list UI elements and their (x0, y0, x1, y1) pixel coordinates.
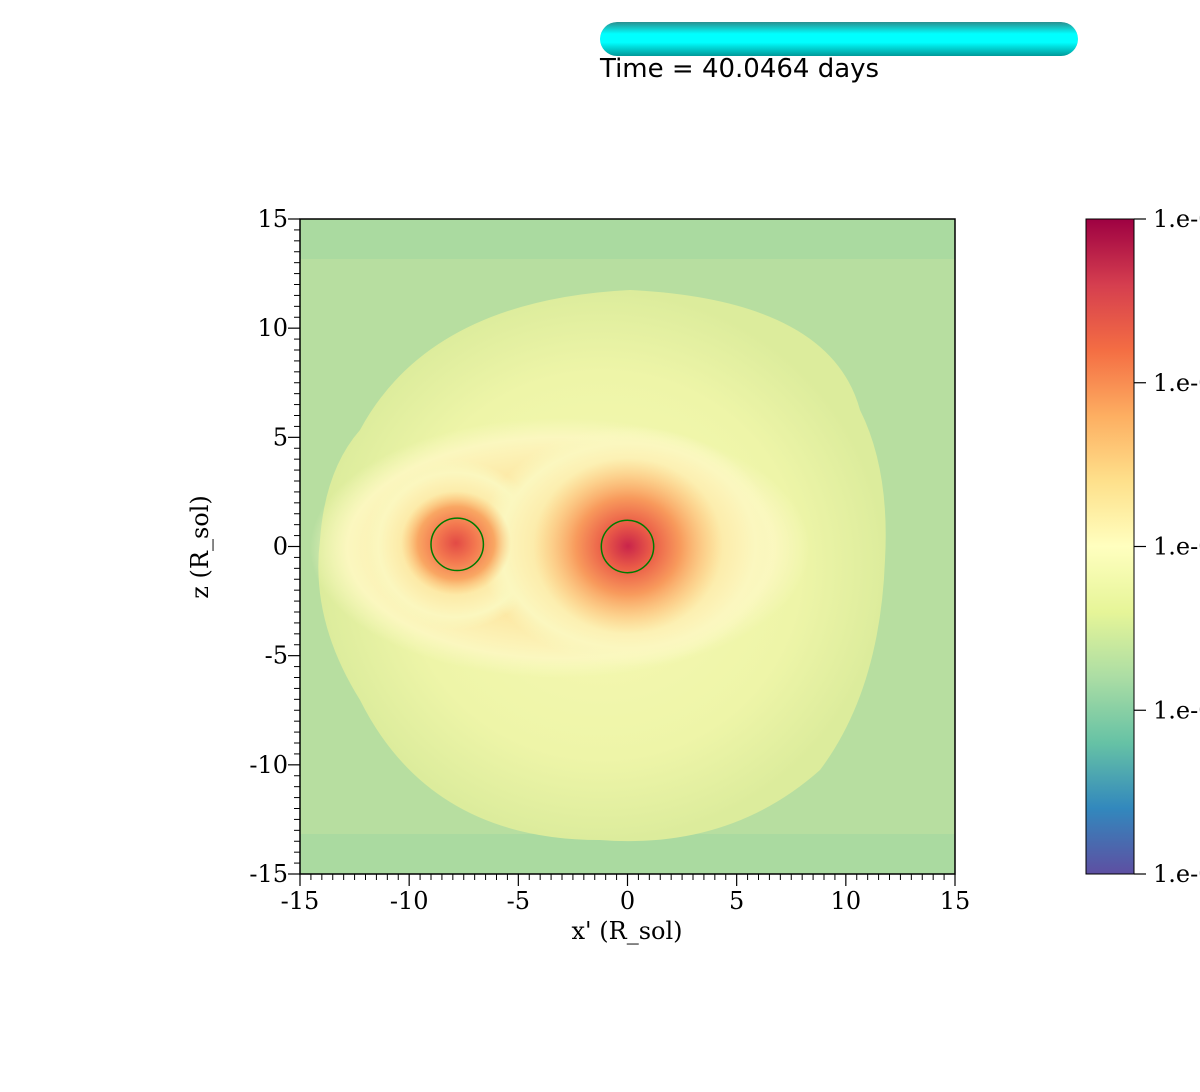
y-tick-label: -5 (265, 642, 288, 670)
companion-marker (430, 517, 485, 572)
y-axis-title: z (R_sol) (186, 495, 214, 599)
colorbar (1085, 218, 1135, 875)
colorbar-tick-label: 1.e-0 (1153, 533, 1200, 561)
x-tick-label: 15 (940, 887, 971, 915)
time-label: Time = 40.0464 days (600, 54, 880, 84)
y-tick-label: 10 (257, 314, 288, 342)
y-tick-label: 0 (273, 533, 288, 561)
primary-marker (600, 519, 655, 574)
y-tick-label: -15 (249, 860, 288, 888)
time-progress-bar (600, 22, 1078, 56)
colorbar-tick-label: 1.e-0 (1153, 860, 1200, 888)
x-tick-label: 5 (729, 887, 744, 915)
x-axis-title: x' (R_sol) (572, 917, 683, 945)
colorbar-tick-label: 1.e-0 (1153, 369, 1200, 397)
time-progress-fill (600, 22, 1078, 56)
marker-layer (430, 517, 655, 574)
colorbar-tick-label: 1.e-0 (1153, 696, 1200, 724)
colorbar-ticks: 1.e-0 1.e-0 1.e-0 1.e-0 1.e-0 (1134, 205, 1200, 888)
heatmap-field (300, 219, 955, 874)
y-axis: -15 -10 -5 0 5 10 15 (249, 205, 300, 888)
x-tick-label: 10 (831, 887, 862, 915)
x-tick-label: -10 (390, 887, 429, 915)
colorbar-tick-label: 1.e-0 (1153, 205, 1200, 233)
x-axis: -15 -10 -5 0 5 10 15 (281, 874, 971, 915)
x-tick-label: 0 (620, 887, 635, 915)
x-tick-label: -5 (507, 887, 530, 915)
x-tick-label: -15 (281, 887, 320, 915)
y-tick-label: 15 (257, 205, 288, 233)
y-tick-label: 5 (273, 423, 288, 451)
y-tick-label: -10 (249, 751, 288, 779)
